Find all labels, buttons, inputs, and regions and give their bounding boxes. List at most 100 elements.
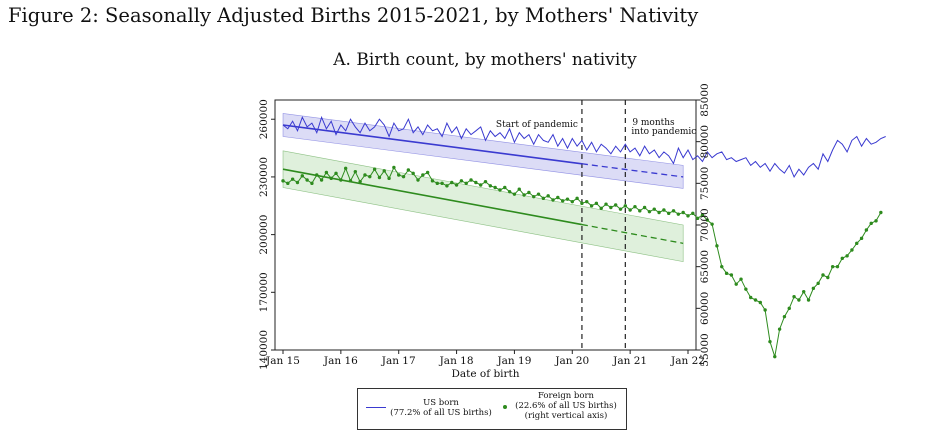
right-tick-label: 75000 — [699, 167, 711, 200]
foreign-born-point — [695, 216, 700, 221]
foreign-born-point — [353, 169, 358, 174]
foreign-born-point — [329, 176, 333, 181]
us-born-series-line — [282, 115, 886, 178]
foreign-born-point — [295, 180, 300, 185]
left-tick-label: 230000 — [258, 157, 270, 197]
foreign-born-point — [638, 209, 642, 213]
foreign-born-point — [681, 210, 685, 215]
legend-foreign-born-share: (22.6% of all US births) — [515, 401, 617, 411]
foreign-born-point — [387, 176, 391, 181]
foreign-born-point — [565, 197, 570, 201]
foreign-born-point — [310, 181, 314, 186]
foreign-born-point — [589, 204, 594, 208]
right-tick-label: 85000 — [699, 83, 711, 116]
foreign-born-point — [724, 271, 729, 276]
foreign-born-point — [474, 180, 478, 185]
legend-us-born-label: US born — [423, 398, 459, 408]
right-tick-label: 70000 — [699, 208, 711, 241]
foreign-born-point — [613, 203, 618, 207]
foreign-born-point — [382, 169, 386, 173]
legend-foreign-born-label: Foreign born — [537, 391, 595, 401]
foreign-born-point — [435, 181, 439, 186]
foreign-born-point — [652, 207, 656, 211]
foreign-born-point — [459, 179, 464, 183]
foreign-born-point — [300, 174, 304, 178]
foreign-born-point — [319, 178, 324, 182]
foreign-born-point — [517, 187, 521, 191]
annotation-start-of-pandemic: Start of pandemic — [496, 120, 578, 130]
foreign-born-point — [609, 205, 613, 210]
foreign-born-point — [556, 195, 560, 200]
foreign-born-point — [657, 210, 661, 215]
foreign-born-point — [440, 181, 444, 186]
foreign-born-point — [324, 170, 329, 175]
x-tick-label: Jan 15 — [265, 355, 300, 367]
legend-foreign-born: Foreign born (22.6% of all US births) (r… — [510, 391, 622, 421]
foreign-born-point — [671, 209, 676, 213]
foreign-born-point — [859, 236, 864, 241]
foreign-born-trend-line — [282, 168, 583, 226]
foreign-born-point — [493, 185, 497, 190]
foreign-born-point — [315, 173, 319, 177]
foreign-born-point — [281, 179, 285, 183]
foreign-born-point — [797, 298, 801, 302]
foreign-born-point — [585, 199, 589, 204]
foreign-born-point — [478, 183, 483, 187]
foreign-born-point — [397, 173, 401, 177]
left-tick-label: 140000 — [258, 330, 270, 370]
left-tick-label: 170000 — [258, 272, 270, 312]
x-axis-title: Date of birth — [451, 368, 519, 380]
foreign-born-point — [739, 277, 743, 281]
x-tick-label: Jan 17 — [381, 355, 416, 367]
foreign-born-point — [662, 208, 666, 212]
foreign-born-point — [758, 300, 763, 305]
foreign-born-point — [768, 339, 772, 344]
foreign-born-point — [363, 173, 367, 177]
foreign-born-point — [392, 165, 396, 170]
foreign-born-point — [334, 171, 338, 176]
x-tick-label: Jan 22 — [670, 355, 705, 367]
foreign-born-point — [667, 211, 671, 216]
foreign-born-point — [802, 289, 806, 294]
foreign-born-point — [748, 295, 753, 300]
foreign-born-point — [512, 192, 517, 196]
foreign-born-point — [821, 273, 825, 277]
foreign-born-point — [536, 192, 541, 196]
x-tick-label: Jan 16 — [323, 355, 358, 367]
right-tick-label: 60000 — [699, 292, 711, 325]
foreign-born-point — [850, 248, 854, 252]
right-tick-label: 65000 — [699, 250, 711, 283]
foreign-born-point — [840, 256, 844, 261]
annotation-into-pandemic: into pandemic — [631, 127, 696, 137]
right-tick-label: 80000 — [699, 125, 711, 158]
legend-foreign-born-axis-note: (right vertical axis) — [524, 411, 608, 421]
foreign-born-point — [806, 298, 811, 302]
panel-title: A. Birth count, by mothers' nativity — [333, 50, 637, 70]
foreign-born-point — [729, 273, 734, 277]
foreign-born-point — [599, 206, 603, 211]
foreign-born-point — [430, 179, 435, 183]
foreign-born-point — [488, 184, 493, 188]
foreign-born-point — [633, 204, 637, 209]
foreign-born-point — [830, 264, 835, 269]
foreign-born-point — [483, 179, 488, 184]
foreign-born-point — [628, 208, 632, 212]
foreign-born-point — [575, 196, 579, 201]
foreign-born-point — [425, 170, 430, 175]
foreign-born-point — [753, 298, 758, 302]
foreign-born-point — [792, 294, 796, 299]
foreign-born-point — [377, 175, 382, 180]
foreign-born-point — [869, 221, 873, 226]
foreign-born-point — [445, 184, 449, 188]
foreign-born-point — [816, 281, 820, 286]
foreign-born-point — [845, 254, 849, 258]
foreign-born-point — [464, 181, 468, 186]
foreign-born-point — [401, 174, 406, 179]
foreign-born-point — [879, 210, 883, 215]
foreign-born-point — [744, 287, 748, 291]
foreign-born-point — [358, 179, 362, 184]
x-tick-label: Jan 19 — [496, 355, 531, 367]
foreign-born-point — [773, 354, 777, 359]
foreign-born-point — [686, 214, 690, 218]
